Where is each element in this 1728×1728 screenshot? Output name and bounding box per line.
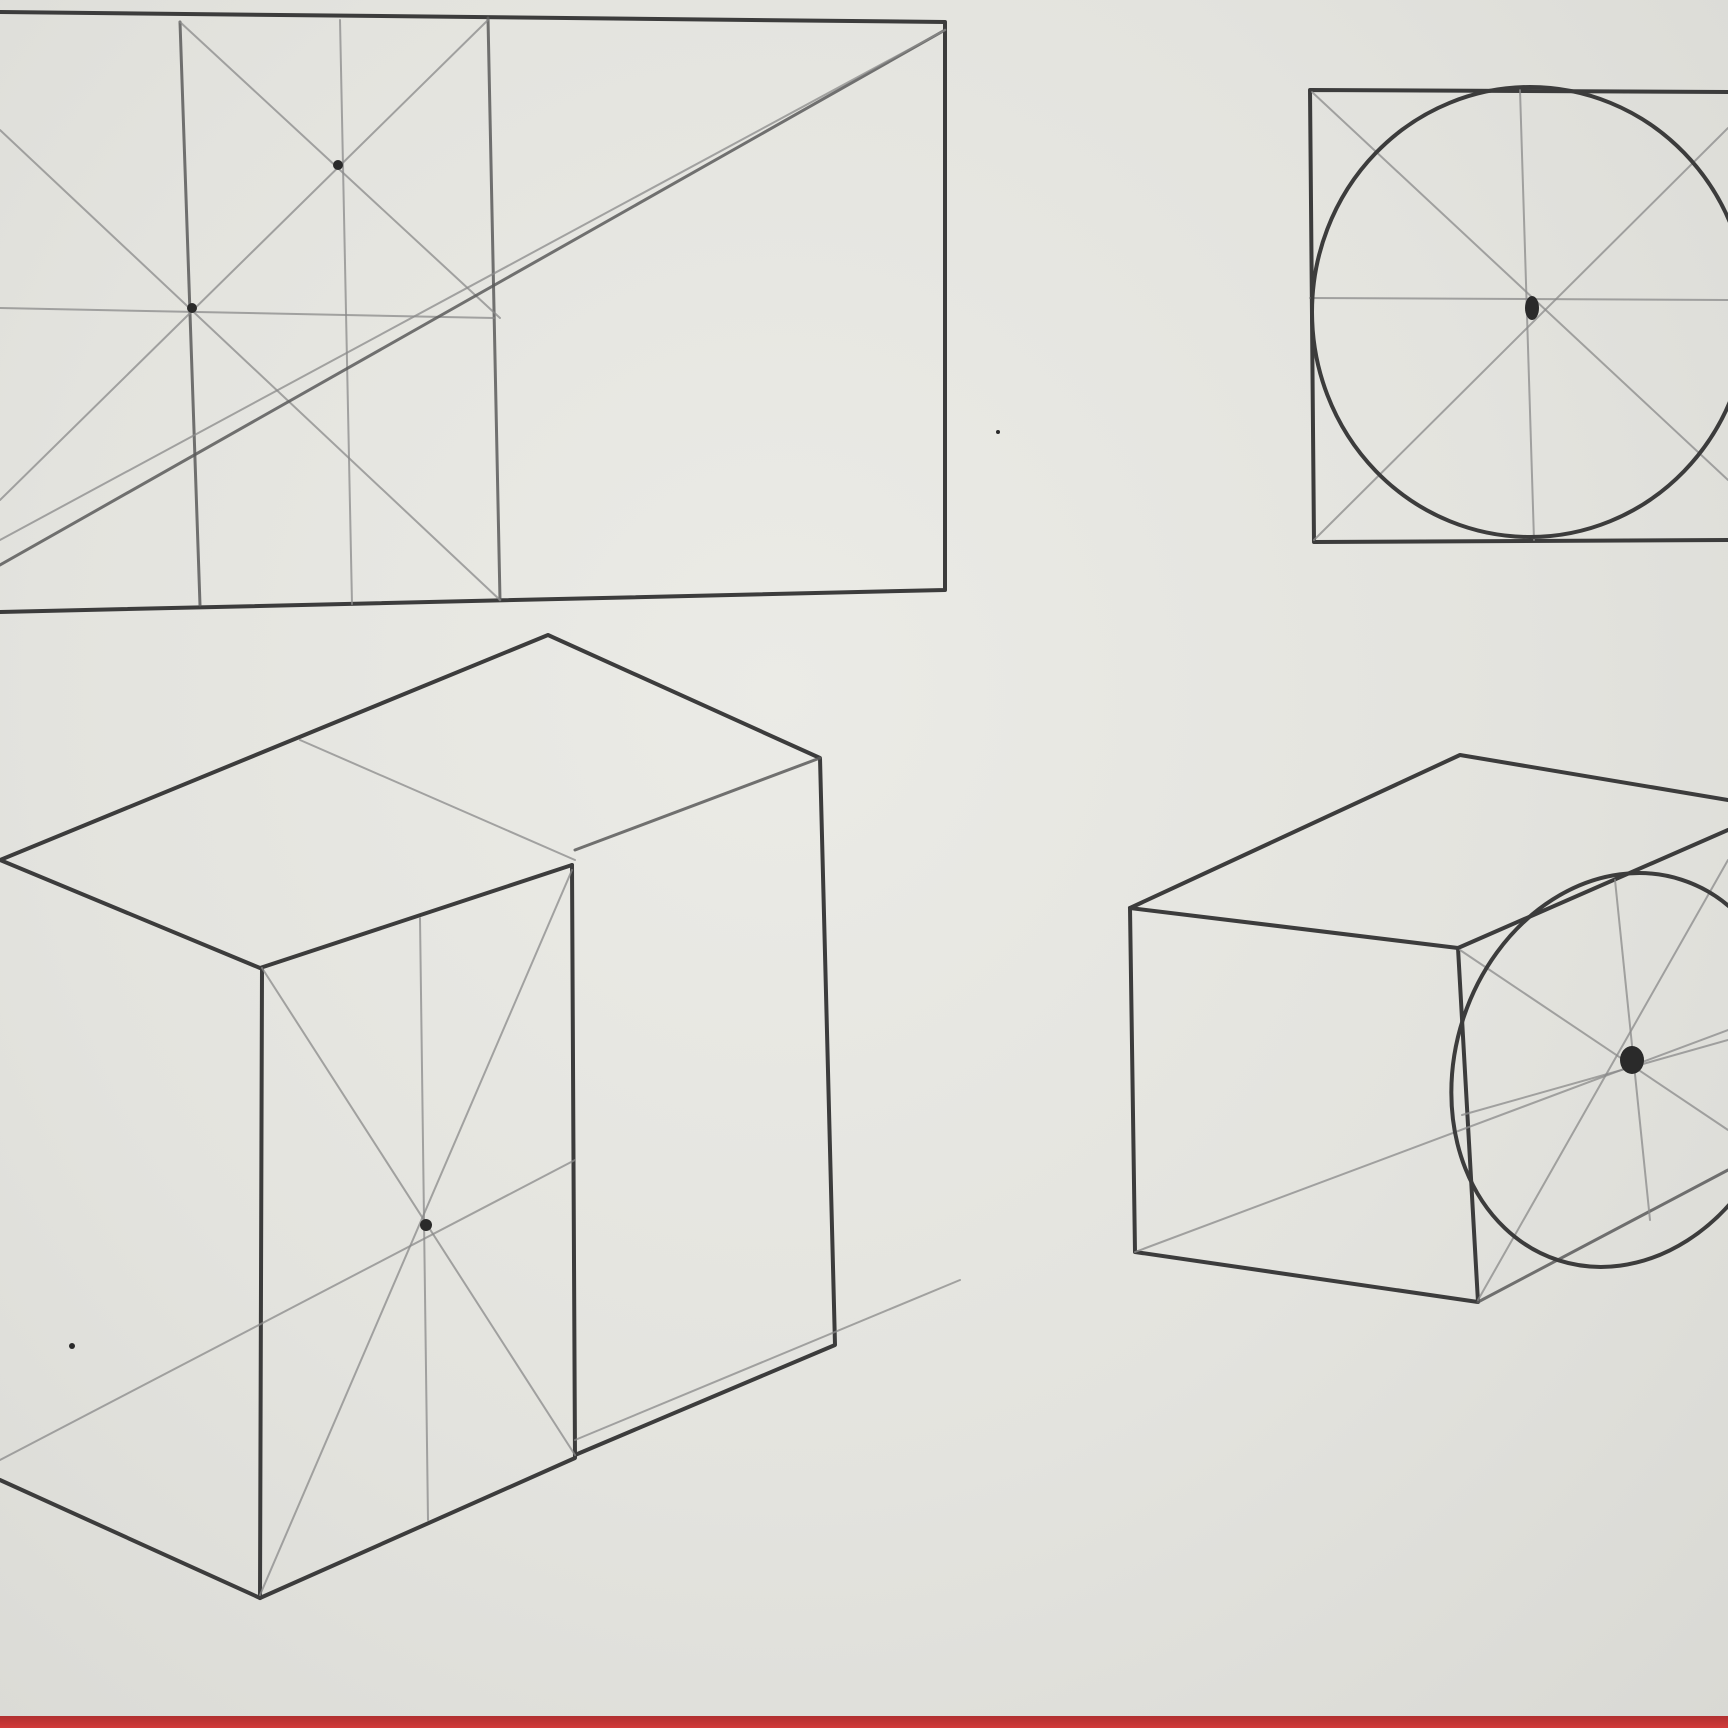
table-edge: [0, 1716, 1728, 1728]
rectangle-proportion-study: [0, 10, 947, 614]
square-with-inscribed-circle: [1308, 85, 1728, 544]
cube-with-ellipse-in-perspective: [1128, 753, 1728, 1304]
box-in-perspective: [0, 633, 961, 1600]
